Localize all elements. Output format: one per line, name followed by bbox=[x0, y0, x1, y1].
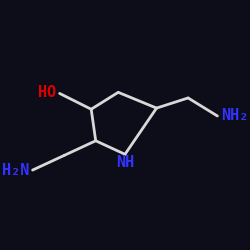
Text: H₂N: H₂N bbox=[2, 162, 29, 178]
Text: HO: HO bbox=[38, 85, 56, 100]
Text: NH₂: NH₂ bbox=[221, 108, 248, 124]
Text: NH: NH bbox=[116, 156, 134, 170]
